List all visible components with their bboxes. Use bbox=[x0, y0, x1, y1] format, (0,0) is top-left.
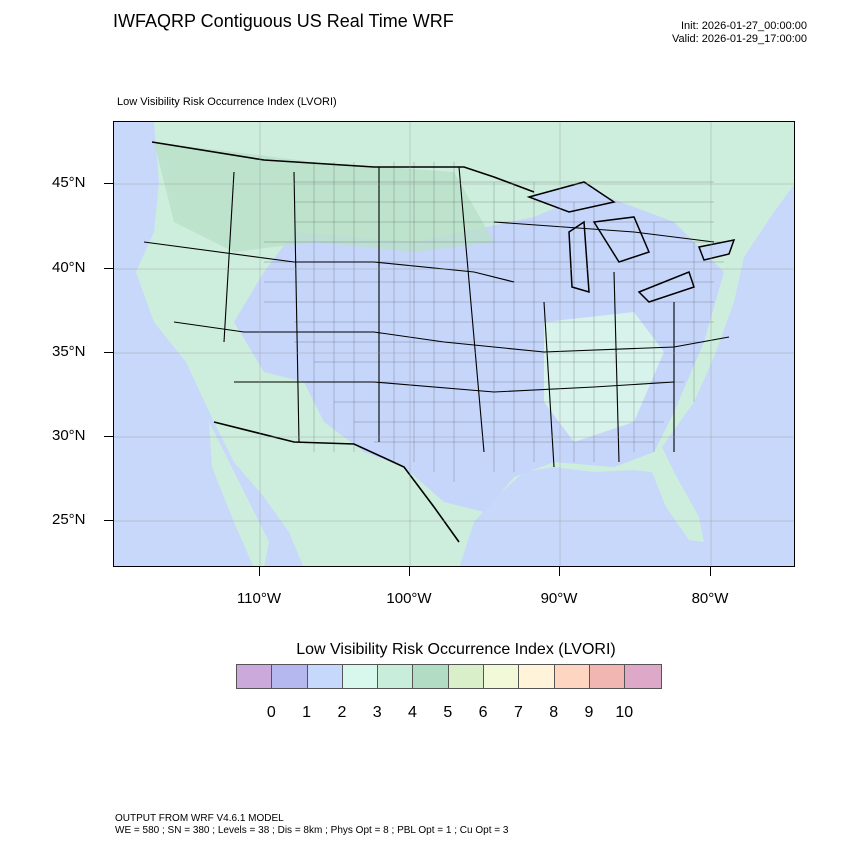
lon-label-100w: 100°W bbox=[386, 590, 432, 607]
model-info-footer: OUTPUT FROM WRF V4.6.1 MODEL WE = 580 ; … bbox=[115, 813, 508, 837]
colorbar-label: 9 bbox=[584, 704, 594, 721]
colorbar-swatch-3 bbox=[342, 665, 379, 688]
lon-tick bbox=[559, 567, 560, 576]
lat-tick bbox=[104, 520, 113, 521]
lon-tick bbox=[259, 567, 260, 576]
county-borders bbox=[264, 162, 724, 482]
colorbar-swatch-8 bbox=[519, 665, 555, 688]
map-svg bbox=[114, 122, 794, 566]
lat-label-40n: 40°N bbox=[52, 259, 86, 276]
colorbar-swatch-9 bbox=[554, 665, 590, 688]
lat-label-45n: 45°N bbox=[52, 174, 86, 191]
colorbar-label: 4 bbox=[408, 704, 417, 721]
colorbar-swatch-4 bbox=[378, 665, 414, 688]
footer-model: OUTPUT FROM WRF V4.6.1 MODEL bbox=[115, 813, 284, 824]
lat-label-25n: 25°N bbox=[52, 511, 86, 528]
colorbar-label: 0 bbox=[266, 704, 276, 721]
colorbar-swatch-7 bbox=[484, 665, 520, 688]
footer-config: WE = 580 ; SN = 380 ; Levels = 38 ; Dis … bbox=[115, 825, 509, 836]
baja-peninsula bbox=[209, 422, 269, 566]
colorbar-label: 10 bbox=[615, 704, 634, 721]
colorbar-swatch-0 bbox=[237, 665, 273, 688]
colorbar-title: Low Visibility Risk Occurrence Index (LV… bbox=[296, 641, 616, 658]
time-info: Init: 2026-01-27_00:00:00 Valid: 2026-01… bbox=[672, 20, 807, 46]
lat-label-30n: 30°N bbox=[52, 427, 86, 444]
lat-tick bbox=[104, 183, 113, 184]
colorbar-swatch-5 bbox=[413, 665, 449, 688]
green-risk-zone-north bbox=[154, 142, 494, 252]
colorbar-label: 1 bbox=[302, 704, 312, 721]
lat-tick bbox=[104, 352, 113, 353]
colorbar-label: 3 bbox=[372, 704, 382, 721]
lon-tick bbox=[710, 567, 711, 576]
plot-title: IWFAQRP Contiguous US Real Time WRF bbox=[113, 11, 454, 31]
colorbar-swatch-1 bbox=[272, 665, 308, 688]
map-panel bbox=[113, 121, 795, 567]
colorbar-label: 7 bbox=[513, 704, 523, 721]
colorbar-swatch-6 bbox=[448, 665, 485, 688]
colorbar-label: 5 bbox=[443, 704, 453, 721]
lat-tick bbox=[104, 268, 113, 269]
colorbar-swatch-2 bbox=[307, 665, 343, 688]
field-subtitle: Low Visibility Risk Occurrence Index (LV… bbox=[117, 96, 337, 108]
us-canada-border bbox=[151, 141, 535, 193]
valid-time: Valid: 2026-01-29_17:00:00 bbox=[672, 33, 807, 45]
us-mexico-border bbox=[213, 421, 460, 543]
colorbar-label: 8 bbox=[549, 704, 559, 721]
graticule bbox=[114, 122, 794, 566]
lat-tick bbox=[104, 436, 113, 437]
lon-label-80w: 80°W bbox=[691, 590, 729, 607]
lon-tick bbox=[409, 567, 410, 576]
lat-label-35n: 35°N bbox=[52, 343, 86, 360]
colorbar-swatch-10 bbox=[589, 665, 626, 688]
init-time: Init: 2026-01-27_00:00:00 bbox=[681, 20, 807, 32]
lon-label-110w: 110°W bbox=[236, 590, 282, 607]
colorbar-label: 6 bbox=[478, 704, 488, 721]
colorbar-swatch-11 bbox=[625, 665, 661, 688]
colorbar bbox=[236, 664, 662, 689]
lon-label-90w: 90°W bbox=[540, 590, 578, 607]
colorbar-label: 2 bbox=[337, 704, 347, 721]
